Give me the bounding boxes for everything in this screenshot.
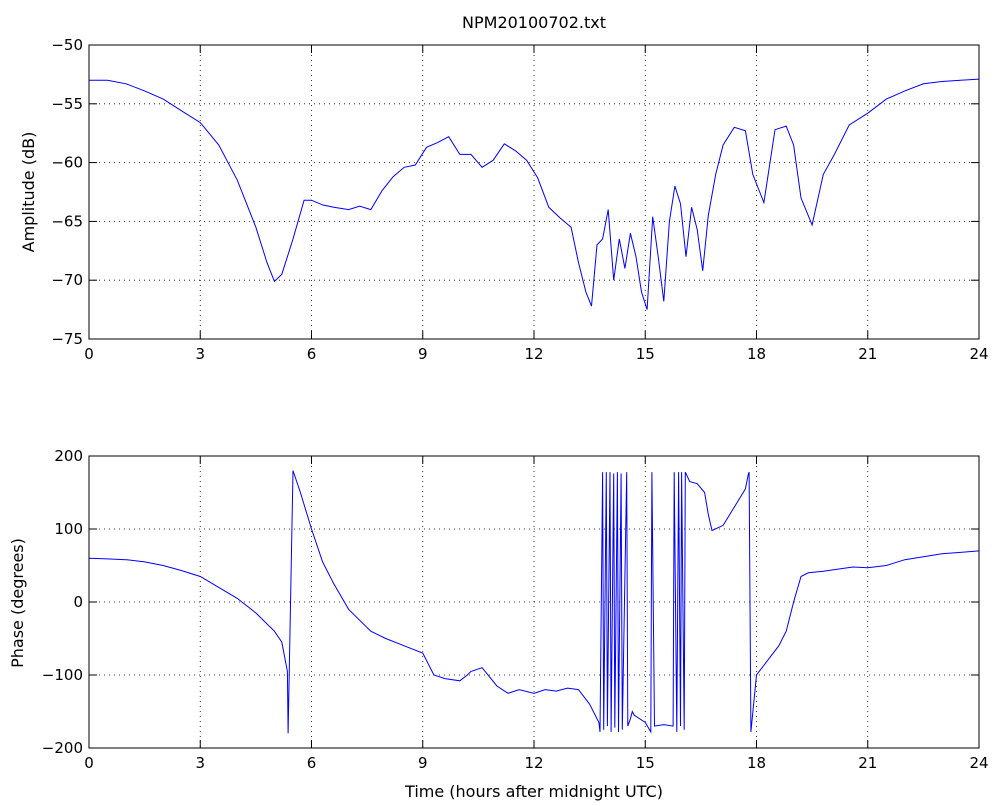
phase-series-layer (88, 470, 980, 734)
amplitude-x-tick-label: 18 (747, 345, 766, 363)
amplitude-chart-title: NPM20100702.txt (462, 13, 606, 32)
amplitude-y-tick-label: −55 (51, 95, 83, 113)
phase-y-axis-label: Phase (degrees) (8, 538, 27, 668)
phase-y-tick-label: −100 (42, 666, 83, 684)
phase-grid (89, 456, 979, 748)
amplitude-x-tick-label: 0 (84, 345, 94, 363)
phase-y-tick-label: −200 (42, 739, 83, 757)
phase-x-tick-label: 9 (418, 754, 428, 772)
amplitude-ticks: 0 3 6 9 12 15 18 21 24 −75 −70 −65 −60 −55 −50 (51, 36, 988, 363)
amplitude-y-tick-label: −65 (51, 212, 83, 230)
amplitude-x-tick-label: 24 (969, 345, 988, 363)
phase-x-tick-label: 12 (524, 754, 543, 772)
phase-x-axis-label: Time (hours after midnight UTC) (404, 782, 663, 801)
phase-x-tick-label: 18 (747, 754, 766, 772)
phase-x-tick-label: 24 (969, 754, 988, 772)
amplitude-plot-frame (88, 44, 980, 340)
phase-series-line (88, 470, 980, 734)
amplitude-panel: NPM20100702.txt Amplitude (dB) 0 3 6 9 12 15 1… (19, 13, 989, 363)
phase-y-tick-label: 200 (54, 447, 83, 465)
phase-y-tick-label: 0 (73, 593, 83, 611)
amplitude-x-tick-label: 6 (307, 345, 317, 363)
phase-x-tick-label: 6 (307, 754, 317, 772)
amplitude-x-tick-label: 15 (636, 345, 655, 363)
amplitude-x-tick-label: 21 (858, 345, 877, 363)
amplitude-y-tick-label: −70 (51, 271, 83, 289)
phase-x-tick-label: 21 (858, 754, 877, 772)
amplitude-y-tick-label: −60 (51, 154, 83, 172)
amplitude-y-tick-label: −50 (51, 36, 83, 54)
phase-x-tick-label: 3 (195, 754, 205, 772)
amplitude-series-line (89, 78, 980, 310)
amplitude-y-axis-label: Amplitude (dB) (19, 132, 38, 253)
amplitude-grid (89, 45, 979, 339)
phase-x-tick-label: 15 (636, 754, 655, 772)
amplitude-x-tick-label: 3 (195, 345, 205, 363)
phase-panel: Time (hours after midnight UTC) Phase (d… (8, 447, 989, 801)
phase-y-tick-label: 100 (54, 520, 83, 538)
phase-plot-frame (88, 455, 980, 749)
amplitude-x-tick-label: 9 (418, 345, 428, 363)
phase-x-tick-label: 0 (84, 754, 94, 772)
amplitude-y-tick-label: −75 (51, 330, 83, 348)
amplitude-x-tick-label: 12 (524, 345, 543, 363)
amplitude-series-layer (89, 78, 980, 310)
phase-ticks: 0 3 6 9 12 15 18 21 24 −200 −100 0 100 200 (42, 447, 989, 772)
